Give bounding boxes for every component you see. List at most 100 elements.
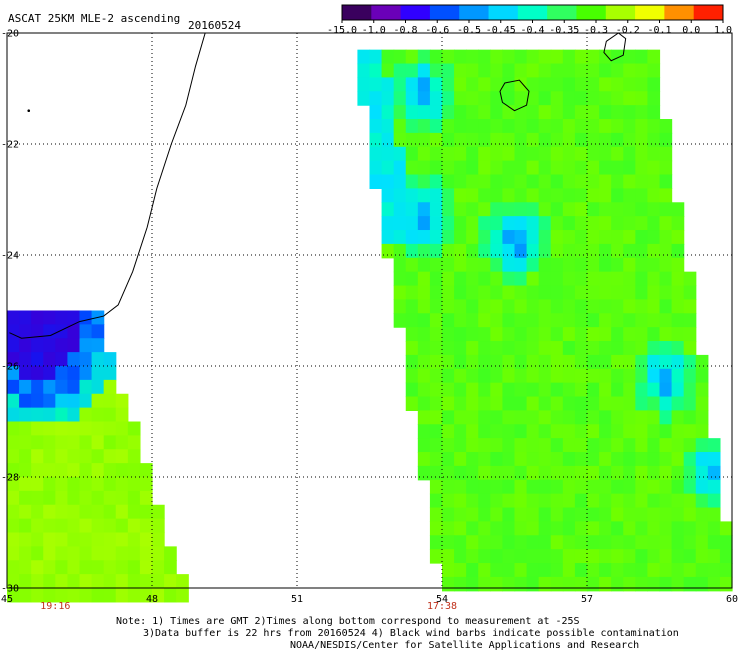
data-cell [466, 160, 479, 176]
data-cell [466, 424, 479, 439]
data-cell [550, 174, 564, 189]
data-cell [91, 338, 105, 353]
data-cell [647, 132, 661, 148]
data-cell [381, 146, 395, 162]
data-cell [562, 327, 576, 342]
data-cell [574, 382, 588, 398]
colorbar-segment [635, 5, 665, 20]
data-cell [127, 449, 141, 464]
data-cell [671, 438, 685, 453]
data-cell [538, 424, 552, 439]
colorbar-label: -0.35 [549, 25, 579, 36]
data-cell [43, 393, 56, 409]
data-cell [707, 493, 721, 509]
data-cell [587, 271, 600, 287]
data-cell [514, 77, 528, 92]
data-cell [103, 421, 117, 436]
data-cell [562, 77, 576, 92]
data-cell [526, 119, 540, 134]
data-cell [79, 490, 93, 506]
data-cell [55, 518, 69, 534]
data-cell [31, 546, 44, 561]
data-cell [683, 313, 697, 328]
data-cell [550, 230, 564, 245]
data-cell [562, 63, 576, 78]
data-cell [574, 438, 588, 453]
data-cell [478, 146, 491, 162]
data-cell [683, 341, 697, 356]
data-cell [490, 479, 504, 495]
data-cell [514, 63, 528, 78]
data-cell [466, 341, 479, 356]
data-cell [671, 410, 685, 425]
data-cell [587, 493, 600, 509]
data-cell [454, 535, 467, 550]
data-cell [417, 396, 431, 411]
data-cell [490, 438, 504, 453]
data-cell [115, 477, 129, 492]
data-cell [405, 396, 419, 411]
data-cell [31, 477, 44, 492]
data-cell [502, 549, 516, 564]
data-cell [587, 396, 600, 411]
data-cell [574, 452, 588, 467]
data-cell [454, 188, 467, 203]
data-cell [502, 146, 516, 162]
data-cell [67, 435, 81, 450]
data-cell [526, 465, 540, 481]
data-cell [7, 421, 20, 436]
data-cell [478, 160, 491, 176]
data-cell [7, 518, 20, 534]
data-cell [635, 243, 649, 259]
data-cell [478, 174, 491, 189]
data-cell [659, 174, 673, 189]
data-cell [514, 327, 528, 342]
data-cell [659, 271, 673, 287]
data-cell [417, 424, 431, 439]
data-cell [611, 341, 624, 356]
data-cell [43, 366, 56, 381]
data-cell [671, 216, 685, 231]
data-cell [103, 490, 117, 506]
data-cell [466, 132, 479, 148]
data-cell [574, 424, 588, 439]
data-cell [490, 382, 504, 398]
data-cell [538, 438, 552, 453]
data-cell [55, 574, 69, 589]
data-cell [550, 368, 564, 384]
data-cell [635, 382, 649, 398]
data-cell [7, 352, 20, 367]
data-cell [19, 477, 32, 492]
data-cell [623, 49, 636, 65]
data-cell [695, 576, 709, 592]
data-cell [659, 410, 673, 425]
data-cell [671, 465, 685, 481]
data-cell [611, 535, 624, 550]
y-tick-label: -22 [1, 140, 19, 151]
data-cell [67, 574, 81, 589]
data-cell [67, 449, 81, 464]
data-cell [647, 549, 661, 564]
data-cell [659, 299, 673, 314]
data-cell [538, 174, 552, 189]
data-cell [55, 532, 69, 547]
data-cell [127, 574, 141, 589]
data-cell [719, 576, 733, 592]
data-cell [611, 243, 624, 259]
data-cell [466, 354, 479, 370]
data-cell [623, 549, 636, 564]
data-cell [466, 521, 479, 536]
data-cell [647, 396, 661, 411]
data-cell [417, 77, 431, 92]
data-cell [538, 119, 552, 134]
data-cell [599, 243, 612, 259]
data-cell [442, 299, 455, 314]
colorbar-label: -15.0 [327, 25, 357, 36]
data-cell [514, 119, 528, 134]
data-cell [671, 563, 685, 578]
data-cell [152, 560, 165, 575]
data-cell [478, 438, 491, 453]
data-cell [466, 479, 479, 495]
data-cell [623, 77, 636, 92]
data-cell [635, 77, 649, 92]
